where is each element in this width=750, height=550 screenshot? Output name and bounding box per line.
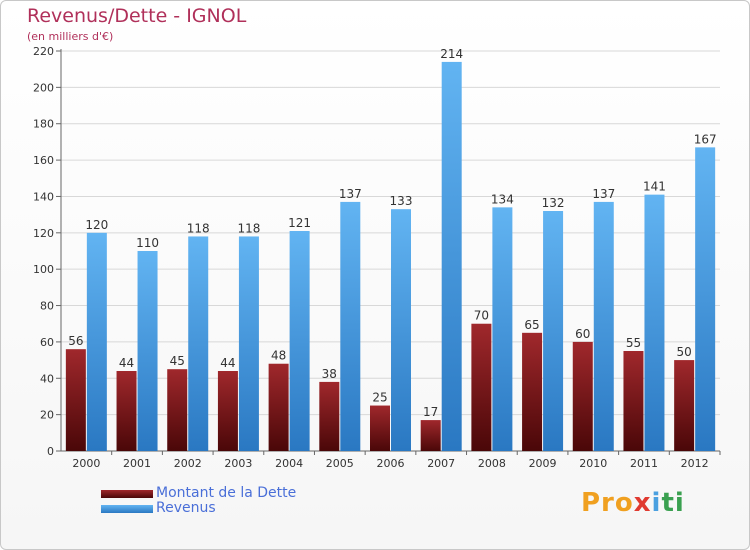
x-tick-label: 2009 — [529, 457, 557, 470]
revenue-value-label: 110 — [136, 236, 159, 250]
debt-bar — [522, 332, 543, 451]
x-tick-label: 2008 — [478, 457, 506, 470]
y-tick-label: 160 — [33, 154, 54, 167]
proxiti-logo: Proxiti — [581, 488, 685, 518]
revenue-bar — [593, 201, 614, 451]
debt-bar — [319, 381, 340, 451]
x-tick-label: 2001 — [123, 457, 151, 470]
bar-chart: 0 20 40 60 80 100 120 140 160 180 200 220 2000 2001 20… — [33, 45, 721, 470]
debt-value-label: 44 — [220, 356, 235, 370]
revenue-value-label: 167 — [694, 132, 717, 146]
y-tick-label: 40 — [40, 372, 54, 385]
debt-bar — [623, 351, 644, 451]
legend-label-debt: Montant de la Dette — [156, 485, 297, 501]
revenue-value-label: 121 — [288, 216, 311, 230]
debt-value-label: 50 — [677, 345, 692, 359]
debt-value-label: 38 — [322, 367, 337, 381]
revenue-bar — [391, 209, 411, 451]
debt-value-label: 17 — [423, 405, 438, 419]
x-tick-label: 2003 — [224, 457, 252, 470]
x-tick-label: 2011 — [630, 457, 658, 470]
debt-value-label: 56 — [68, 334, 83, 348]
y-tick-label: 100 — [33, 263, 54, 276]
revenue-value-label: 120 — [85, 218, 108, 232]
debt-bar — [268, 363, 289, 451]
y-tick-label: 200 — [33, 81, 54, 94]
legend-swatch-revenue — [101, 505, 153, 513]
revenue-value-label: 137 — [339, 187, 362, 201]
revenue-bar — [188, 236, 209, 451]
logo-part-4: ti — [661, 488, 685, 518]
revenue-value-label: 132 — [542, 196, 565, 210]
chart-subtitle: (en milliers d'€) — [27, 30, 114, 43]
debt-bar — [217, 371, 238, 451]
revenue-bar — [238, 236, 259, 451]
debt-bar — [167, 369, 188, 451]
x-tick-label: 2005 — [326, 457, 354, 470]
x-tick-label: 2002 — [174, 457, 202, 470]
x-tick-label: 2007 — [427, 457, 455, 470]
logo-part-2: x — [633, 488, 652, 518]
debt-value-label: 25 — [372, 391, 387, 405]
revenue-bar — [137, 251, 158, 451]
debt-value-label: 55 — [626, 336, 641, 350]
x-tick-label: 2006 — [377, 457, 405, 470]
debt-value-label: 70 — [474, 309, 489, 323]
x-tick-label: 2010 — [579, 457, 607, 470]
revenue-bar — [340, 201, 361, 451]
y-tick-label: 220 — [33, 45, 54, 58]
debt-bar — [674, 360, 695, 451]
revenue-value-label: 137 — [592, 187, 615, 201]
revenue-bar — [695, 147, 716, 451]
logo-part-3: i — [651, 488, 662, 518]
y-tick-label: 180 — [33, 118, 54, 131]
x-tick-label: 2000 — [72, 457, 100, 470]
logo-part-1: Pro — [581, 488, 634, 518]
debt-value-label: 65 — [524, 318, 539, 332]
debt-bar — [471, 323, 492, 451]
revenue-bar — [492, 207, 513, 451]
y-tick-label: 0 — [47, 445, 54, 458]
y-tick-label: 140 — [33, 190, 54, 203]
debt-bar — [370, 405, 390, 451]
debt-value-label: 60 — [575, 327, 590, 341]
x-tick-label: 2004 — [275, 457, 303, 470]
debt-bar — [65, 349, 86, 451]
y-tick-label: 80 — [40, 300, 54, 313]
y-tick-label: 120 — [33, 227, 54, 240]
revenue-value-label: 141 — [643, 180, 666, 194]
revenue-bar — [543, 211, 564, 451]
debt-value-label: 48 — [271, 349, 286, 363]
revenue-value-label: 118 — [237, 221, 260, 235]
legend-label-revenue: Revenus — [156, 500, 216, 516]
chart-title: Revenus/Dette - IGNOL — [27, 5, 247, 27]
revenue-bar — [289, 231, 310, 451]
debt-bar — [420, 420, 441, 451]
revenue-value-label: 214 — [440, 47, 463, 61]
legend-swatch-debt — [101, 490, 153, 498]
debt-bar — [116, 371, 137, 451]
revenue-value-label: 118 — [187, 221, 210, 235]
y-tick-label: 60 — [40, 336, 54, 349]
debt-value-label: 45 — [170, 354, 185, 368]
debt-bar — [572, 341, 593, 451]
debt-value-label: 44 — [119, 356, 134, 370]
revenue-value-label: 134 — [491, 192, 514, 206]
x-tick-label: 2012 — [681, 457, 709, 470]
revenue-bar — [86, 232, 107, 451]
y-tick-label: 20 — [40, 409, 54, 422]
revenue-value-label: 133 — [390, 194, 413, 208]
revenue-bar — [441, 61, 462, 452]
revenue-bar — [644, 194, 665, 452]
